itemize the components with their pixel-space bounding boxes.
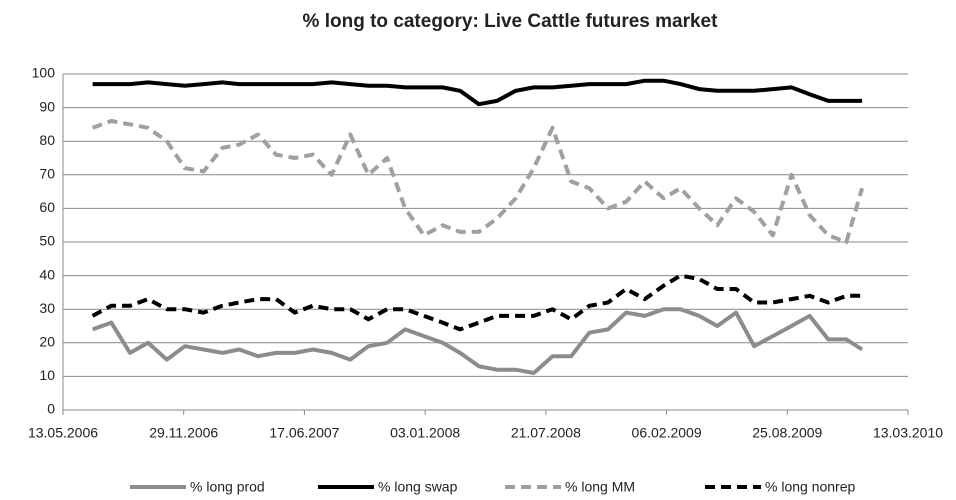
x-tick-label: 13.05.2006 xyxy=(28,425,98,441)
y-tick-label: 80 xyxy=(39,132,55,148)
y-tick-label: 70 xyxy=(39,166,55,182)
chart-title: % long to category: Live Cattle futures … xyxy=(303,11,719,32)
x-tick-label: 13.03.2010 xyxy=(873,425,943,441)
line-series xyxy=(92,78,863,107)
y-tick-label: 90 xyxy=(39,98,55,114)
y-tick-label: 20 xyxy=(39,334,55,350)
y-tick-label: 40 xyxy=(39,266,55,282)
x-tick-label: 25.08.2009 xyxy=(752,425,822,441)
line-series xyxy=(91,307,864,375)
y-tick-label: 30 xyxy=(39,300,55,316)
x-tick-label: 03.01.2008 xyxy=(390,425,460,441)
legend-label: % long prod xyxy=(190,479,265,495)
legend-label: % long swap xyxy=(378,479,458,495)
line-series xyxy=(91,119,865,244)
y-tick-label: 50 xyxy=(39,233,55,249)
x-tick-label: 17.06.2007 xyxy=(269,425,339,441)
x-tick-label: 29.11.2006 xyxy=(149,425,218,441)
line-series xyxy=(91,273,863,332)
y-tick-label: 100 xyxy=(32,65,56,81)
y-tick-label: 60 xyxy=(39,199,55,215)
y-tick-label: 10 xyxy=(39,367,55,383)
x-tick-label: 21.07.2008 xyxy=(511,425,581,441)
x-tick-label: 06.02.2009 xyxy=(632,425,702,441)
legend-label: % long MM xyxy=(565,479,635,495)
y-tick-label: 0 xyxy=(47,401,55,417)
legend-label: % long nonrep xyxy=(765,479,856,495)
